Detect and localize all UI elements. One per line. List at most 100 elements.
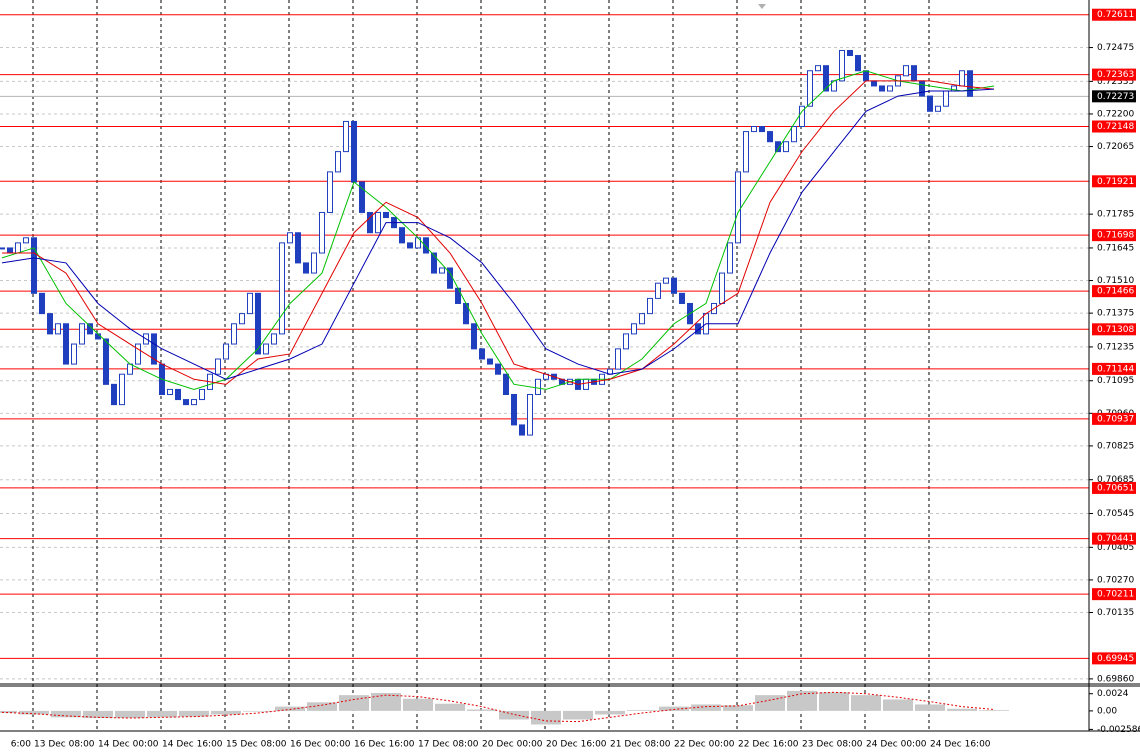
candle [375, 211, 381, 234]
level-label-box [1092, 8, 1136, 21]
candle [71, 343, 77, 365]
candle [647, 297, 653, 315]
level-label: 0.71144 [1097, 364, 1134, 374]
candle [183, 399, 189, 406]
histogram-bar [819, 692, 849, 711]
candle [535, 378, 541, 395]
x-tick-label: 24 Dec 00:00 [866, 740, 927, 750]
candle [471, 323, 477, 350]
candle [399, 227, 405, 244]
candle [495, 363, 501, 375]
candle [751, 126, 757, 133]
y-tick-label: 0.72475 [1097, 43, 1134, 53]
x-tick-label: 13 Dec 08:00 [34, 740, 95, 750]
candle [807, 70, 813, 107]
level-label-box [1092, 481, 1136, 494]
candle [7, 247, 13, 254]
candle [303, 262, 309, 274]
candle [279, 242, 285, 335]
y-tick-label: 0.70545 [1097, 509, 1134, 519]
candle [919, 80, 925, 97]
x-tick-label: 23 Dec 08:00 [802, 740, 863, 750]
level-label-box [1092, 652, 1136, 665]
candle [247, 292, 253, 315]
candle [935, 105, 941, 112]
candle [359, 181, 365, 213]
candle [215, 358, 221, 375]
y-tick-label: 0.69860 [1097, 674, 1134, 684]
histogram-bar [531, 710, 561, 725]
candle [15, 242, 21, 254]
candle [679, 292, 685, 304]
histogram-bar [563, 710, 593, 720]
x-tick-label: 15 Dec 08:00 [226, 740, 287, 750]
candle [847, 49, 853, 57]
candle [503, 373, 509, 395]
candle [407, 242, 413, 249]
level-label: 0.70937 [1097, 414, 1134, 424]
histogram-bar [435, 703, 465, 711]
candle [631, 323, 637, 335]
candle [719, 272, 725, 304]
candle [519, 424, 525, 436]
y-tick-label: -0.002586 [1097, 725, 1140, 735]
x-tick-label: 14 Dec 00:00 [98, 740, 159, 750]
x-tick-label: 6:00 [11, 740, 31, 750]
level-label-box [1092, 285, 1136, 298]
candle [103, 338, 109, 385]
level-label: 0.71466 [1097, 287, 1134, 297]
candle [79, 323, 85, 345]
candle [231, 323, 237, 345]
candle [623, 333, 629, 350]
histogram-bar [83, 710, 113, 719]
candle [791, 126, 797, 143]
candle [287, 232, 293, 244]
histogram-bar [691, 704, 721, 711]
y-tick-label: 0.72065 [1097, 142, 1134, 152]
candle [943, 90, 949, 107]
candle [855, 55, 861, 72]
candle [839, 49, 845, 82]
level-label: 0.70651 [1097, 483, 1134, 493]
candle [727, 242, 733, 274]
level-label-box [1092, 532, 1136, 545]
candle [0, 247, 5, 250]
candle [527, 393, 533, 436]
y-tick-label: 0.70685 [1097, 475, 1134, 485]
y-tick-label: 0.70825 [1097, 441, 1134, 451]
candle [695, 323, 701, 335]
level-label-box [1092, 229, 1136, 242]
candle [319, 211, 325, 254]
candle [511, 393, 517, 426]
histogram-bar [915, 704, 945, 711]
candle [927, 95, 933, 112]
histogram-bar [755, 695, 785, 711]
candle [879, 85, 885, 92]
level-label: 0.71698 [1097, 231, 1134, 241]
y-tick-label: 0.71645 [1097, 243, 1134, 253]
level-label: 0.72148 [1097, 122, 1134, 132]
last-price-label: 0.72273 [1097, 92, 1134, 102]
histogram-bar [947, 708, 977, 711]
level-label: 0.70211 [1097, 590, 1134, 600]
candle [383, 211, 389, 219]
level-label-box [1092, 323, 1136, 336]
histogram-bar [307, 702, 337, 711]
candle [343, 120, 349, 153]
histogram-bar [627, 710, 657, 711]
histogram-bar [371, 693, 401, 711]
candle [815, 65, 821, 72]
level-label: 0.72611 [1097, 10, 1134, 20]
histogram-bar [723, 705, 753, 711]
x-tick-label: 17 Dec 08:00 [418, 740, 479, 750]
candle [887, 85, 893, 92]
candle [119, 373, 125, 406]
candle [23, 237, 29, 244]
candle [431, 252, 437, 274]
histogram-bar [0, 710, 17, 714]
candle [191, 399, 197, 406]
candle [423, 237, 429, 254]
histogram-bar [403, 698, 433, 711]
